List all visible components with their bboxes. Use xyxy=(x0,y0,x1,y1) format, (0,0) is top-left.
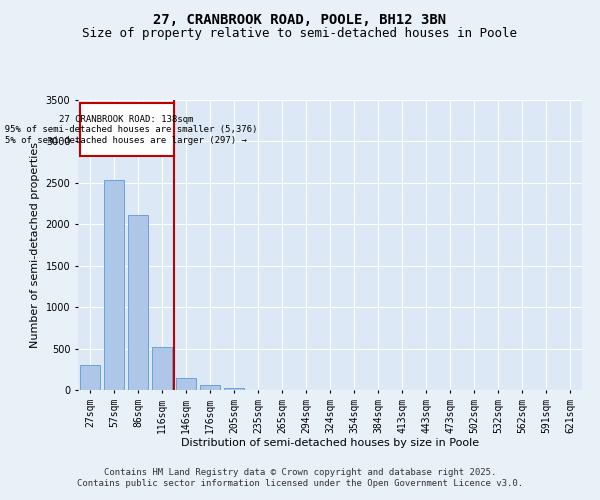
Text: 27 CRANBROOK ROAD: 138sqm
← 95% of semi-detached houses are smaller (5,376)
5% o: 27 CRANBROOK ROAD: 138sqm ← 95% of semi-… xyxy=(0,115,257,144)
Text: Size of property relative to semi-detached houses in Poole: Size of property relative to semi-detach… xyxy=(83,28,517,40)
Y-axis label: Number of semi-detached properties: Number of semi-detached properties xyxy=(30,142,40,348)
X-axis label: Distribution of semi-detached houses by size in Poole: Distribution of semi-detached houses by … xyxy=(181,438,479,448)
Bar xyxy=(80,365,100,390)
Text: 27, CRANBROOK ROAD, POOLE, BH12 3BN: 27, CRANBROOK ROAD, POOLE, BH12 3BN xyxy=(154,12,446,26)
Bar xyxy=(104,180,124,390)
Text: Contains HM Land Registry data © Crown copyright and database right 2025.
Contai: Contains HM Land Registry data © Crown c… xyxy=(77,468,523,487)
Bar xyxy=(152,347,172,390)
Bar xyxy=(200,384,220,390)
Bar xyxy=(128,215,148,390)
Bar xyxy=(224,388,244,390)
Bar xyxy=(176,378,196,390)
FancyBboxPatch shape xyxy=(80,104,173,156)
